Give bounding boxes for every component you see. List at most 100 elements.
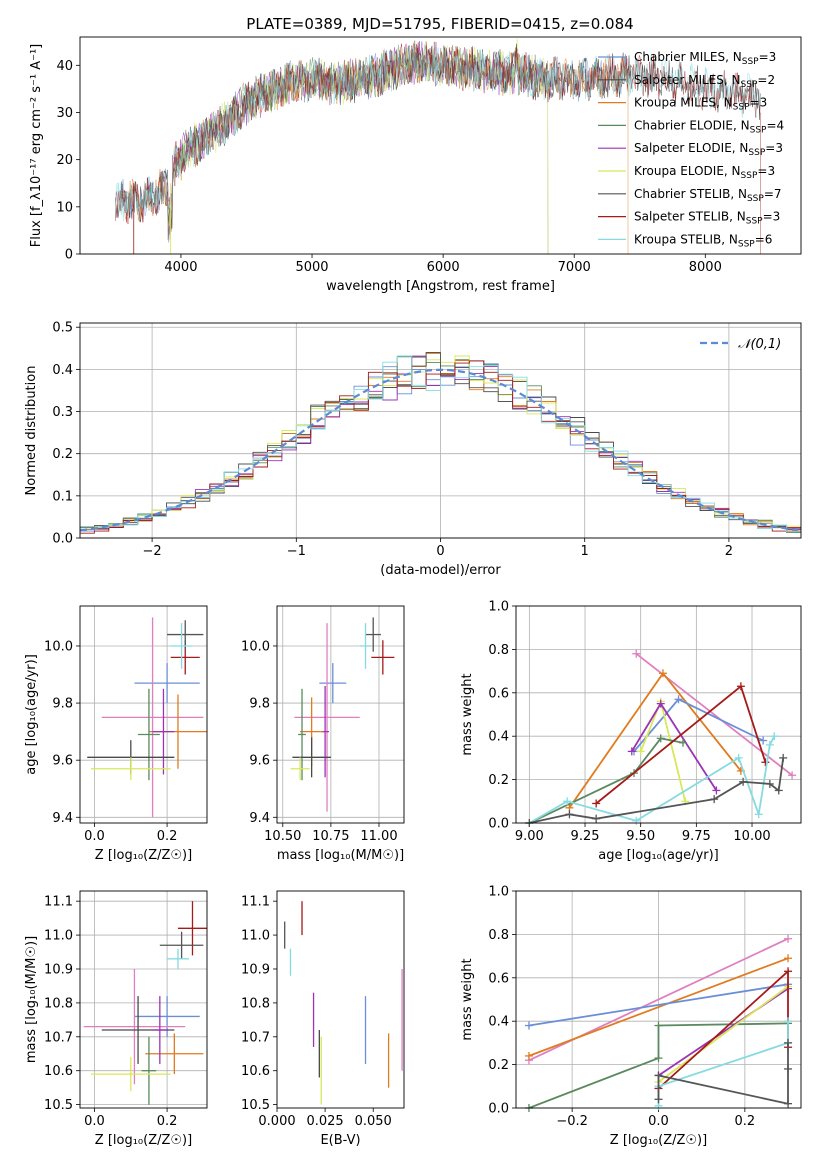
y-tick-label: 40	[56, 59, 73, 74]
x-tick-label: 0.0	[648, 1114, 669, 1129]
x-tick-label: 9.75	[682, 829, 711, 844]
y-axis-label: age [log₁₀(age/yr)]	[24, 654, 39, 775]
legend-entry: Salpeter STELIB, NSSP=3	[634, 210, 780, 227]
x-tick-label: 0.0	[84, 1114, 105, 1129]
histogram-series	[80, 355, 801, 533]
x-tick-label: −1	[287, 544, 306, 559]
y-tick-label: 0.0	[52, 532, 73, 547]
x-tick-label: 0.2	[157, 1114, 178, 1129]
axes-frame	[276, 605, 405, 824]
axes-frame	[515, 890, 802, 1109]
y-tick-label: 0.6	[488, 686, 509, 701]
y-tick-label: 9.4	[249, 811, 270, 826]
y-tick-label: 11.0	[44, 929, 73, 944]
y-tick-label: 10.8	[241, 996, 270, 1011]
legend-entry: Kroupa MILES, NSSP=3	[634, 96, 767, 113]
y-tick-label: 10.0	[44, 639, 73, 654]
y-tick-label: 0.2	[488, 1058, 509, 1073]
x-axis-label: E(B-V)	[320, 1133, 360, 1148]
x-tick-label: 2	[725, 544, 733, 559]
x-axis-label: Z [log₁₀(Z/Z☉)]	[610, 1133, 707, 1148]
x-tick-label: 8000	[689, 260, 722, 275]
x-tick-label: 10.50	[264, 829, 301, 844]
x-tick-label: 0.000	[258, 1114, 295, 1129]
x-tick-label: 0	[436, 544, 444, 559]
x-axis-label: Z [log₁₀(Z/Z☉)]	[95, 1133, 192, 1148]
axes-frame	[515, 605, 802, 824]
x-axis-label: (data-model)/error	[380, 563, 501, 578]
mass-vs-metallicity-panel: 0.0 0.2 10.5 10.6 10.7 10.8 10.9 11.0 11.1 Z [log…	[24, 890, 208, 1148]
legend-entry: Kroupa STELIB, NSSP=6	[634, 232, 772, 249]
figure-title: PLATE=0389, MJD=51795, FIBERID=0415, z=0…	[246, 15, 633, 33]
axes-frame	[79, 890, 208, 1109]
y-axis-label: mass weight	[460, 958, 475, 1040]
x-tick-label: 0.025	[306, 1114, 343, 1129]
x-tick-label: 0.2	[735, 1114, 756, 1129]
y-tick-label: 11.0	[241, 929, 270, 944]
x-tick-label: 9.00	[515, 829, 544, 844]
y-axis-label: mass [log₁₀(M/M☉)]	[24, 936, 39, 1063]
x-tick-label: 5000	[295, 260, 328, 275]
weight-series-line	[528, 983, 789, 1027]
age-vs-metallicity-panel: 0.0 0.2 9.4 9.6 9.8 10.0 Z [log₁₀(Z/Z☉)] age [l…	[24, 605, 208, 863]
y-tick-label: 20	[56, 153, 73, 168]
weight-series-line	[529, 757, 785, 823]
x-tick-label: 9.25	[571, 829, 600, 844]
weight-vs-metallicity-panel: −0.2 0.0 0.2 0.0 0.2 0.4 0.6 0.8 1.0 Z [log₁₀(Z/Z…	[460, 885, 802, 1148]
x-tick-label: 6000	[427, 260, 460, 275]
y-tick-label: 30	[56, 106, 73, 121]
y-tick-label: 10.6	[241, 1064, 270, 1079]
y-tick-label: 0.8	[488, 928, 509, 943]
y-tick-label: 0.8	[488, 643, 509, 658]
y-axis-label: Normed distribution	[24, 366, 39, 496]
weight-series-line	[657, 1042, 789, 1105]
y-tick-label: 0.0	[488, 1102, 509, 1117]
y-tick-label: 10.0	[241, 639, 270, 654]
mass-vs-ebv-panel: 0.000 0.025 0.050 10.5 10.6 10.7 10.8 10.9 11.0 1…	[241, 890, 405, 1148]
weight-series-line	[657, 985, 789, 1083]
x-axis-label: age [log₁₀(age/yr)]	[598, 848, 719, 863]
legend-entry: Chabrier MILES, NSSP=3	[634, 50, 776, 67]
weight-series-line	[528, 1022, 789, 1108]
y-tick-label: 9.6	[249, 754, 270, 769]
y-tick-label: 11.1	[44, 895, 73, 910]
weight-series-line	[633, 698, 764, 752]
age-vs-mass-panel: 10.50 10.75 11.00 9.4 9.6 9.8 10.0 mass [log₁₀(…	[241, 605, 405, 863]
weight-series-line	[529, 737, 684, 823]
x-tick-label: 0.2	[157, 829, 178, 844]
y-tick-label: 1.0	[488, 885, 509, 900]
y-tick-label: 1.0	[488, 600, 509, 615]
weight-series-line	[657, 969, 789, 1090]
y-tick-label: 0.4	[488, 1015, 509, 1030]
y-tick-label: 0.0	[488, 817, 509, 832]
x-tick-label: 0.0	[84, 829, 105, 844]
y-tick-label: 10.6	[44, 1064, 73, 1079]
axes-frame	[79, 36, 802, 255]
y-tick-label: 9.4	[52, 811, 73, 826]
y-tick-label: 11.1	[241, 895, 270, 910]
y-tick-label: 10.7	[44, 1030, 73, 1045]
y-tick-label: 10.9	[241, 962, 270, 977]
x-axis-label: wavelength [Angstrom, rest frame]	[326, 279, 555, 294]
legend-entry: Chabrier STELIB, NSSP=7	[634, 187, 782, 204]
y-tick-label: 10.5	[44, 1098, 73, 1113]
legend-entry: Salpeter MILES, NSSP=2	[634, 73, 775, 90]
axes-frame	[79, 605, 208, 824]
x-tick-label: 10.75	[312, 829, 349, 844]
residuals-panel: −2 −1 0 1 2 0.0 0.1 0.2 0.3 0.4 0.5 (data-model)/er…	[24, 321, 802, 578]
x-tick-label: 4000	[164, 260, 197, 275]
x-tick-label: 11.00	[360, 829, 397, 844]
y-tick-label: 0.2	[52, 447, 73, 462]
y-tick-label: 0.1	[52, 489, 73, 504]
weight-vs-age-panel: 9.00 9.25 9.50 9.75 10.00 0.0 0.2 0.4 0.6 0.8 1.0 a…	[460, 600, 802, 863]
weight-series-line	[528, 957, 789, 1057]
legend-entry: Salpeter ELODIE, NSSP=3	[634, 141, 783, 158]
y-tick-label: 0.4	[488, 730, 509, 745]
x-tick-label: −0.2	[556, 1114, 588, 1129]
y-tick-label: 0.3	[52, 405, 73, 420]
y-axis-label: mass weight	[460, 673, 475, 755]
legend-entry: 𝒩(0,1)	[738, 337, 781, 352]
x-tick-label: −2	[143, 544, 162, 559]
x-axis-label: Z [log₁₀(Z/Z☉)]	[95, 848, 192, 863]
